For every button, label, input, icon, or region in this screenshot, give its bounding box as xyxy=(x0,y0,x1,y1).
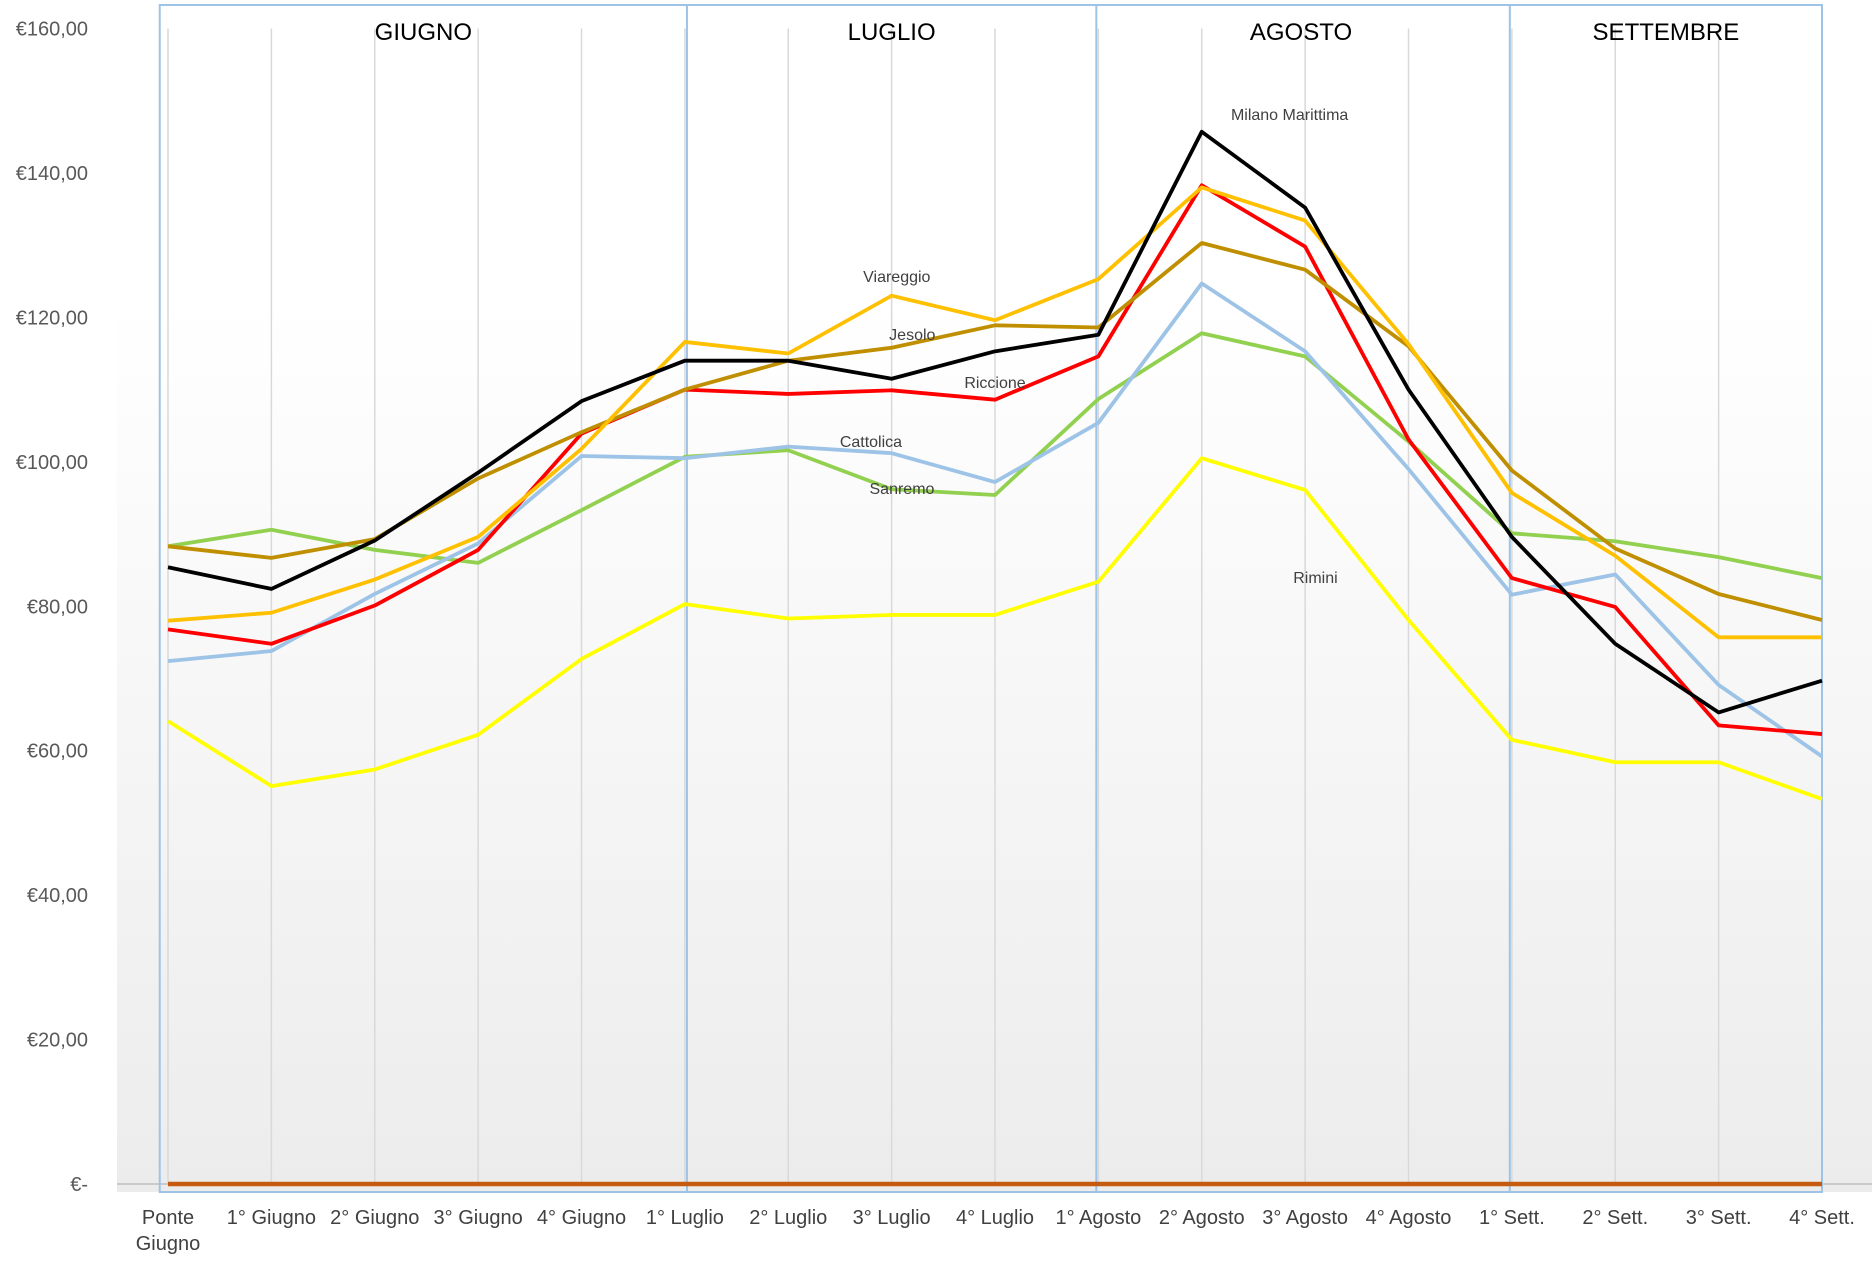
series-line xyxy=(167,241,1823,622)
x-tick-label: 1° Sett. xyxy=(1478,1207,1545,1229)
month-label: LUGLIO xyxy=(848,19,936,46)
month-label: SETTEMBRE xyxy=(1593,19,1740,46)
x-tick-label: 2° Sett. xyxy=(1582,1207,1649,1229)
x-tick-label: 3° Agosto xyxy=(1262,1207,1349,1229)
x-tick-label: 1° Giugno xyxy=(226,1207,316,1229)
y-tick-label: €160,00 xyxy=(16,19,88,41)
x-tick-label: 4° Giugno xyxy=(536,1207,627,1229)
x-tick-label: 4° Sett. xyxy=(1789,1207,1855,1229)
series-line xyxy=(167,183,1823,736)
x-tick-label: 2° Agosto xyxy=(1158,1207,1245,1229)
y-tick-label: €- xyxy=(70,1174,88,1196)
x-tick-label: 3° Sett. xyxy=(1685,1207,1752,1229)
x-tick-label: 3° Luglio xyxy=(852,1207,931,1229)
x-tick-label: 1° Agosto xyxy=(1055,1207,1142,1229)
month-label: AGOSTO xyxy=(1250,19,1352,46)
series-label: Sanremo xyxy=(870,481,935,498)
series-label: Rimini xyxy=(1293,570,1337,587)
month-frame xyxy=(158,4,1824,1193)
month-label: GIUGNO xyxy=(375,19,472,46)
y-tick-label: €60,00 xyxy=(27,741,88,763)
y-tick-label: €100,00 xyxy=(16,452,88,474)
y-tick-label: €140,00 xyxy=(16,163,88,185)
x-tick-label: 4° Agosto xyxy=(1365,1207,1452,1229)
x-tick-label: 1° Luglio xyxy=(645,1207,724,1229)
y-tick-label: €40,00 xyxy=(27,885,88,907)
x-tick-label: 2° Giugno xyxy=(330,1207,420,1229)
series-label: Riccione xyxy=(964,375,1025,392)
series-label: Milano Marittima xyxy=(1231,107,1348,124)
series-line xyxy=(167,185,1822,640)
series-label: Cattolica xyxy=(840,434,902,451)
x-tick-label: 4° Luglio xyxy=(955,1207,1035,1229)
y-tick-label: €80,00 xyxy=(27,596,88,618)
series-line xyxy=(166,456,1823,801)
y-tick-label: €120,00 xyxy=(16,307,88,329)
x-tick-label: 3° Giugno xyxy=(433,1207,523,1229)
series-line xyxy=(167,129,1823,715)
y-tick-label: €20,00 xyxy=(27,1030,88,1052)
series-label: Jesolo xyxy=(889,327,935,344)
x-tick-label: 2° Luglio xyxy=(749,1207,828,1229)
x-tick-label: Ponte Giugno xyxy=(135,1207,201,1255)
series-label: Viareggio xyxy=(863,269,930,286)
